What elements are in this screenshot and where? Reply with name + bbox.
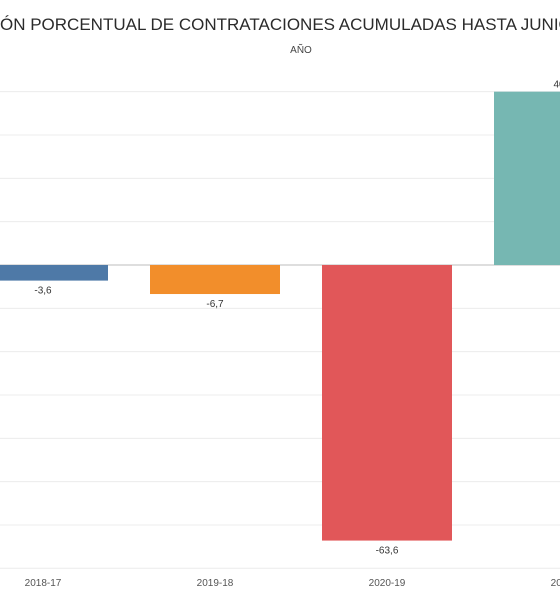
- bar-2020-19: [322, 265, 452, 541]
- data-labels: -3,6 -6,7 -63,6 40: [34, 80, 560, 557]
- data-label-2018-17: -3,6: [34, 286, 52, 297]
- chart-title: ÓN PORCENTUAL DE CONTRATACIONES ACUMULAD…: [0, 15, 560, 34]
- bar-202: [494, 91, 560, 266]
- bar-2019-18: [150, 265, 280, 295]
- data-label-2020-19: -63,6: [376, 546, 399, 557]
- x-tick-2020-19: 2020-19: [369, 578, 406, 589]
- gridlines: [0, 91, 560, 569]
- bar-2018-17: [0, 265, 108, 281]
- chart-subtitle: AÑO: [290, 43, 312, 56]
- x-tick-2019-18: 2019-18: [197, 578, 234, 589]
- x-axis-ticks: 2018-17 2019-18 2020-19 202: [25, 578, 560, 589]
- bars: [0, 91, 560, 541]
- x-tick-202: 202: [551, 578, 560, 589]
- data-label-2019-18: -6,7: [206, 299, 224, 310]
- x-tick-2018-17: 2018-17: [25, 578, 62, 589]
- data-label-202: 40: [553, 80, 560, 91]
